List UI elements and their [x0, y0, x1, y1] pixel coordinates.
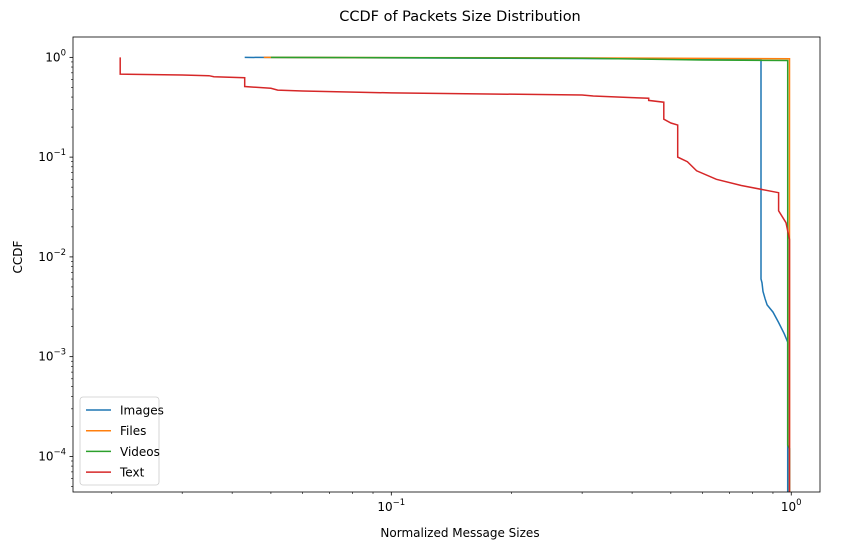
plot-area — [73, 37, 820, 492]
legend-label-text: Text — [119, 466, 145, 480]
plot-frame — [72, 36, 821, 493]
x-tick-label: 100 — [781, 498, 802, 514]
legend-label-files: Files — [120, 424, 146, 438]
x-tick-label: 10−1 — [377, 498, 405, 514]
y-tick-label: 10−2 — [38, 248, 66, 264]
legend: Images Files Videos Text — [79, 396, 164, 486]
y-tick-label: 10−3 — [38, 348, 66, 364]
series-lines — [72, 36, 821, 493]
y-tick-label: 10−1 — [38, 148, 66, 164]
y-tick-label: 10−4 — [38, 447, 66, 463]
legend-label-videos: Videos — [120, 445, 160, 459]
x-axis-ticks: 10−1 100 — [111, 492, 802, 514]
plot-background — [73, 37, 820, 492]
x-axis-label: Normalized Message Sizes — [380, 526, 539, 540]
y-axis-label: CCDF — [11, 240, 25, 273]
y-tick-label: 100 — [45, 48, 66, 64]
y-axis-ticks: 10−4 10−3 10−2 10−1 100 — [38, 48, 73, 487]
chart-title: CCDF of Packets Size Distribution — [339, 9, 581, 25]
legend-box — [79, 396, 160, 486]
series-line-text — [119, 57, 791, 492]
legend-label-images: Images — [120, 404, 164, 418]
